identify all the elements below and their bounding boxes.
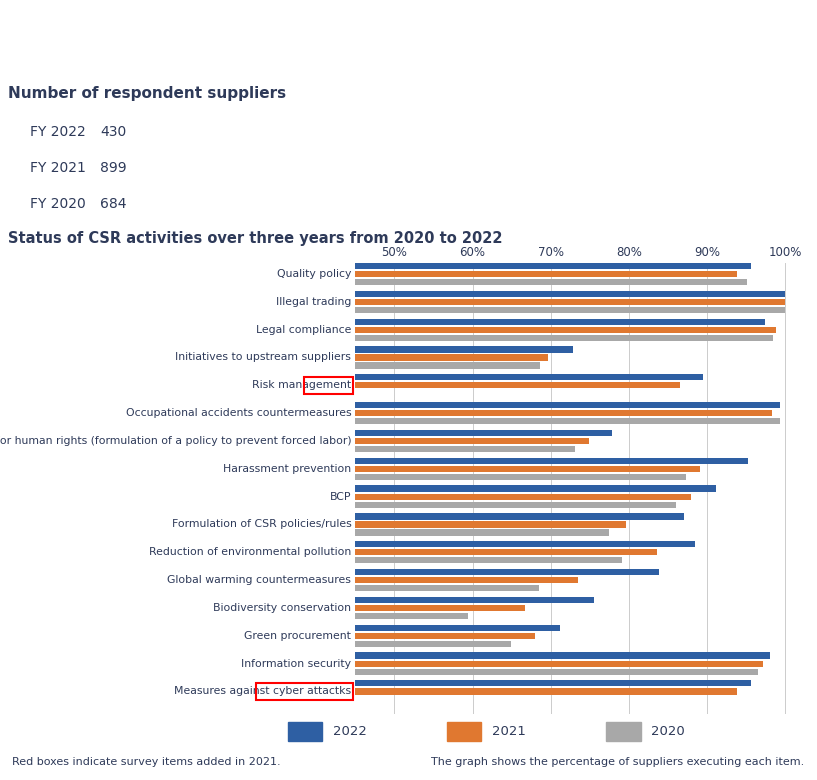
Text: Harassment prevention: Harassment prevention xyxy=(223,464,351,473)
Text: Global warming countermeasures: Global warming countermeasures xyxy=(167,575,351,585)
Text: Status of CSR activities over three years from 2020 to 2022: Status of CSR activities over three year… xyxy=(8,231,502,246)
Bar xyxy=(4,374,703,381)
Bar xyxy=(4,597,595,603)
Text: Quality policy: Quality policy xyxy=(277,269,351,279)
Bar xyxy=(4,430,613,436)
Text: Initiatives to upstream suppliers: Initiatives to upstream suppliers xyxy=(176,353,351,363)
Text: Green procurement: Green procurement xyxy=(244,631,351,641)
Text: 2020-2022 Results of Sustainable Procurement Survey: 2020-2022 Results of Sustainable Procure… xyxy=(119,20,698,39)
Bar xyxy=(4,446,575,452)
Bar xyxy=(4,382,681,388)
Text: The graph shows the percentage of suppliers executing each item.: The graph shows the percentage of suppli… xyxy=(431,757,805,767)
Bar xyxy=(4,354,547,360)
Text: 430: 430 xyxy=(100,126,127,139)
Text: Legal compliance: Legal compliance xyxy=(256,324,351,335)
Text: Respect for human rights (formulation of a policy to prevent forced labor): Respect for human rights (formulation of… xyxy=(0,436,351,446)
Bar xyxy=(4,530,609,536)
Text: Red boxes indicate survey items added in 2021.: Red boxes indicate survey items added in… xyxy=(12,757,281,767)
Text: FY 2021: FY 2021 xyxy=(30,161,86,176)
Bar xyxy=(256,683,353,700)
Text: 2021: 2021 xyxy=(492,725,526,738)
Bar xyxy=(4,640,511,647)
Text: FY 2020: FY 2020 xyxy=(30,197,86,211)
Bar xyxy=(4,604,525,611)
Bar xyxy=(4,318,765,324)
Text: Measures against cyber attactks: Measures against cyber attactks xyxy=(174,686,351,697)
Bar xyxy=(4,569,659,575)
Bar xyxy=(4,653,770,658)
Bar xyxy=(4,458,748,464)
Bar xyxy=(4,307,785,313)
Bar xyxy=(4,585,539,591)
Text: 2022: 2022 xyxy=(333,725,367,738)
Bar xyxy=(4,494,691,500)
Bar xyxy=(4,521,627,527)
Bar xyxy=(4,549,657,555)
Bar xyxy=(4,271,738,277)
Bar xyxy=(4,335,774,341)
Text: Risk management: Risk management xyxy=(252,381,351,390)
Bar xyxy=(4,299,785,305)
Bar xyxy=(4,688,737,694)
Bar xyxy=(4,557,622,563)
Bar xyxy=(288,722,322,741)
Bar xyxy=(4,513,685,519)
Bar xyxy=(4,473,685,480)
Text: Reduction of environmental pollution: Reduction of environmental pollution xyxy=(149,548,351,557)
Bar xyxy=(4,502,676,508)
Bar xyxy=(4,661,763,667)
Bar xyxy=(606,722,641,741)
Bar xyxy=(304,377,353,394)
Text: Number of respondent suppliers: Number of respondent suppliers xyxy=(8,87,286,101)
Text: Formulation of CSR policies/rules: Formulation of CSR policies/rules xyxy=(172,519,351,530)
Bar xyxy=(4,485,717,491)
Bar xyxy=(4,633,535,639)
Bar xyxy=(4,327,776,333)
Bar xyxy=(4,541,695,548)
Bar xyxy=(4,363,540,369)
Bar xyxy=(4,263,751,269)
Text: Illegal trading: Illegal trading xyxy=(276,297,351,307)
Bar xyxy=(4,418,779,424)
Bar xyxy=(4,680,752,686)
Text: Biodiversity conservation: Biodiversity conservation xyxy=(213,603,351,613)
Bar xyxy=(4,625,560,631)
Bar xyxy=(4,466,700,472)
Bar xyxy=(4,279,747,285)
Bar xyxy=(4,438,589,444)
Bar xyxy=(4,346,574,353)
Bar xyxy=(4,613,468,619)
Text: 2020: 2020 xyxy=(651,725,685,738)
Text: BCP: BCP xyxy=(330,491,351,502)
Bar xyxy=(4,402,779,408)
Bar xyxy=(4,291,785,297)
Text: Information security: Information security xyxy=(241,658,351,668)
Bar xyxy=(4,410,772,417)
Text: Occupational accidents countermeasures: Occupational accidents countermeasures xyxy=(126,408,351,418)
Bar xyxy=(4,577,578,583)
Bar xyxy=(447,722,481,741)
Text: FY 2022: FY 2022 xyxy=(30,126,86,139)
Bar xyxy=(4,668,757,675)
Text: 684: 684 xyxy=(100,197,127,211)
Text: 899: 899 xyxy=(100,161,127,176)
